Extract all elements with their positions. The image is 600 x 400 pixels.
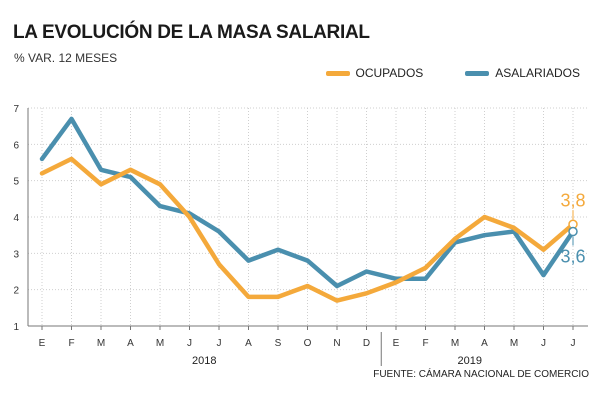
- end-value-label-ocupados: 3,8: [560, 190, 585, 210]
- year-label: 2019: [458, 355, 482, 367]
- legend-swatch-ocupados: [325, 70, 350, 76]
- x-tick-label: D: [363, 338, 370, 349]
- x-tick-label: A: [481, 338, 488, 349]
- y-tick-label: 6: [13, 140, 19, 151]
- end-marker-asalariados: [568, 226, 578, 237]
- x-tick-label: A: [127, 338, 134, 349]
- end-value-label-asalariados: 3,6: [560, 247, 585, 267]
- legend-swatch-asalariados: [465, 70, 490, 76]
- x-tick-label: E: [39, 338, 46, 349]
- y-tick-label: 1: [13, 322, 19, 333]
- year-label: 2018: [192, 355, 216, 367]
- chart-subtitle: % VAR. 12 MESES: [14, 51, 118, 65]
- source-note: FUENTE: CÁMARA NACIONAL DE COMERCIO: [373, 369, 589, 380]
- x-tick-label: J: [541, 338, 546, 349]
- x-tick-label: J: [187, 338, 192, 349]
- legend-label-ocupados: OCUPADOS: [355, 66, 424, 80]
- x-tick-label: E: [393, 338, 400, 349]
- x-tick-label: N: [333, 338, 340, 349]
- series-line-asalariados: [39, 116, 576, 289]
- y-tick-label: 5: [13, 177, 19, 188]
- legend: OCUPADOS ASALARIADOS: [284, 66, 580, 80]
- x-tick-label: J: [217, 338, 222, 349]
- x-tick-label: M: [156, 338, 164, 349]
- legend-item-asalariados: ASALARIADOS: [465, 66, 580, 80]
- x-tick-label: M: [97, 338, 105, 349]
- legend-label-asalariados: ASALARIADOS: [495, 66, 580, 80]
- x-tick-label: F: [422, 338, 428, 349]
- x-tick-label: O: [304, 338, 312, 349]
- y-tick-label: 4: [13, 213, 19, 224]
- x-tick-label: M: [451, 338, 459, 349]
- x-tick-label: A: [245, 338, 252, 349]
- x-tick-label: J: [571, 338, 576, 349]
- legend-item-ocupados: OCUPADOS: [325, 66, 424, 80]
- x-tick-label: F: [68, 338, 74, 349]
- y-tick-label: 2: [13, 286, 19, 297]
- x-tick-label: M: [510, 338, 518, 349]
- y-tick-label: 3: [13, 249, 19, 260]
- x-tick-label: S: [275, 338, 282, 349]
- chart-title: LA EVOLUCIÓN DE LA MASA SALARIAL: [13, 22, 370, 43]
- y-tick-label: 7: [13, 104, 19, 115]
- series-line-ocupados: [39, 156, 576, 303]
